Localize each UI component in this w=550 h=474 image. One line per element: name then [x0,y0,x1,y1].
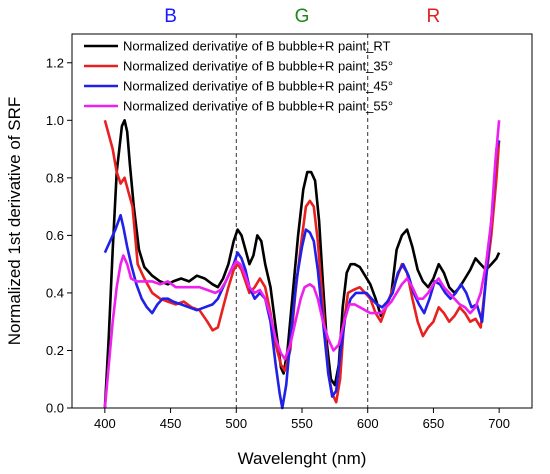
x-tick-label: 700 [488,416,510,431]
y-tick-label: 0.6 [46,228,64,243]
region-label-2: R [427,6,441,27]
region-label-1: G [295,6,310,27]
x-tick-label: 400 [94,416,116,431]
y-tick-label: 1.2 [46,55,64,70]
series-line-1 [103,119,501,404]
y-tick-label: 0.2 [46,343,64,358]
series-lines [103,119,501,410]
legend-label-1: Normalized derivative of B bubble+R pain… [123,59,393,74]
legend-label-0: Normalized derivative of B bubble+R pain… [123,39,391,54]
x-tick-label: 550 [291,416,313,431]
x-tick-label: 650 [423,416,445,431]
legend: Normalized derivative of B bubble+R pain… [84,39,393,114]
legend-label-2: Normalized derivative of B bubble+R pain… [123,79,393,94]
legend-label-3: Normalized derivative of B bubble+R pain… [123,99,393,114]
y-axis: 0.0 0.2 0.4 0.6 0.8 1.0 1.2 [46,55,72,416]
region-dividers [235,34,369,408]
x-axis-title: Wavelenght (nm) [238,449,367,468]
y-tick-label: 0.4 [46,285,64,300]
y-tick-label: 0.8 [46,170,64,185]
x-tick-label: 600 [357,416,379,431]
y-tick-label: 1.0 [46,113,64,128]
series-line-3 [103,120,501,409]
x-axis: 400 450 500 550 600 650 700 [94,408,510,431]
series-line-0 [103,119,501,409]
x-tick-label: 450 [160,416,182,431]
region-label-0: B [164,6,177,27]
series-line-2 [103,140,501,410]
x-tick-label: 500 [225,416,247,431]
y-axis-title: Normalized 1st derivative of SRF [5,97,24,345]
y-tick-label: 0.0 [46,401,64,416]
